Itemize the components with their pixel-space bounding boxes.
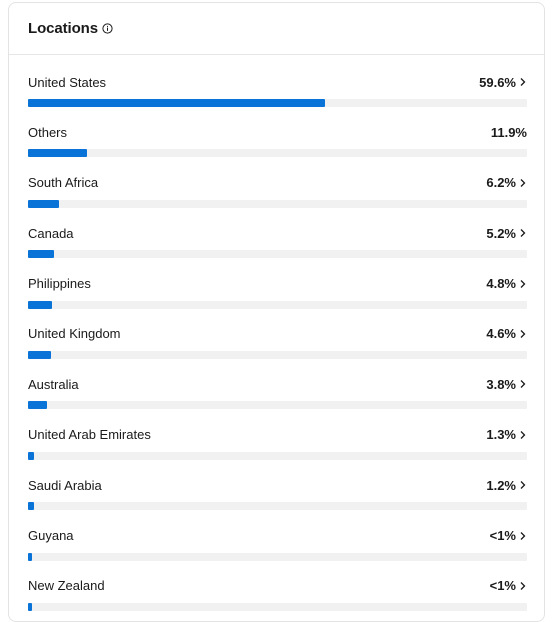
location-row-united-kingdom[interactable]: United Kingdom 4.6% (28, 321, 527, 371)
share-bar-track (28, 401, 527, 410)
card-title: Locations (28, 20, 98, 37)
share-bar-track (28, 350, 527, 359)
share-bar-fill (28, 350, 51, 359)
chevron-right-icon (519, 279, 527, 289)
share-bar-track (28, 300, 527, 309)
chevron-right-icon (519, 480, 527, 490)
location-name: Saudi Arabia (28, 477, 102, 493)
location-name: United Kingdom (28, 326, 121, 342)
share-bar-track (28, 149, 527, 158)
chevron-right-icon (519, 77, 527, 87)
location-value: 1.3% (486, 427, 516, 443)
location-value: 4.6% (486, 326, 516, 342)
share-bar-track (28, 552, 527, 561)
chevron-right-icon (519, 581, 527, 591)
location-name: Others (28, 124, 68, 140)
share-bar-fill (28, 300, 52, 309)
location-row-united-arab-emirates[interactable]: United Arab Emirates 1.3% (28, 422, 527, 472)
share-bar-track (28, 602, 527, 611)
location-row-philippines[interactable]: Philippines 4.8% (28, 271, 527, 321)
location-value: 4.8% (486, 276, 516, 292)
location-value: 1.2% (486, 477, 516, 493)
location-value: 5.2% (486, 225, 516, 241)
location-row-new-zealand[interactable]: New Zealand <1% (28, 573, 527, 621)
share-bar-track (28, 502, 527, 511)
chevron-right-icon (519, 228, 527, 238)
share-bar-fill (28, 149, 88, 158)
share-bar-fill (28, 451, 35, 460)
card-header: Locations (9, 3, 544, 55)
chevron-right-icon (519, 379, 527, 389)
chevron-right-icon (519, 178, 527, 188)
locations-card: Locations United States 59.6% Others (8, 2, 545, 622)
share-bar-fill (28, 250, 54, 259)
location-name: Canada (28, 225, 74, 241)
location-row-canada[interactable]: Canada 5.2% (28, 220, 527, 270)
chevron-right-icon (519, 430, 527, 440)
location-value: 6.2% (486, 175, 516, 191)
location-name: United States (28, 74, 107, 90)
locations-list: United States 59.6% Others 11.9% South A… (28, 69, 527, 621)
location-name: United Arab Emirates (28, 427, 151, 443)
location-value: 3.8% (486, 376, 516, 392)
chevron-right-icon (519, 329, 527, 339)
location-row-united-states[interactable]: United States 59.6% (28, 69, 527, 119)
share-bar-fill (28, 502, 34, 511)
location-row-guyana[interactable]: Guyana <1% (28, 523, 527, 573)
location-value: 59.6% (479, 74, 516, 90)
location-value: <1% (489, 528, 516, 544)
share-bar-track (28, 451, 527, 460)
share-bar-track (28, 250, 527, 259)
share-bar-fill (28, 602, 32, 611)
location-row-others: Others 11.9% (28, 119, 527, 169)
location-name: Philippines (28, 276, 91, 292)
info-icon[interactable] (102, 23, 113, 34)
location-name: New Zealand (28, 578, 105, 594)
location-name: Australia (28, 376, 79, 392)
location-name: South Africa (28, 175, 99, 191)
share-bar-fill (28, 99, 326, 107)
share-bar-fill (28, 401, 47, 410)
location-row-saudi-arabia[interactable]: Saudi Arabia 1.2% (28, 472, 527, 522)
chevron-right-icon (519, 531, 527, 541)
location-row-australia[interactable]: Australia 3.8% (28, 371, 527, 421)
location-value: 11.9% (490, 124, 527, 140)
share-bar-track (28, 199, 527, 208)
share-bar-fill (28, 552, 32, 561)
location-name: Guyana (28, 528, 74, 544)
share-bar-fill (28, 199, 59, 208)
location-row-south-africa[interactable]: South Africa 6.2% (28, 170, 527, 220)
share-bar-track (28, 99, 527, 107)
location-value: <1% (489, 578, 516, 594)
